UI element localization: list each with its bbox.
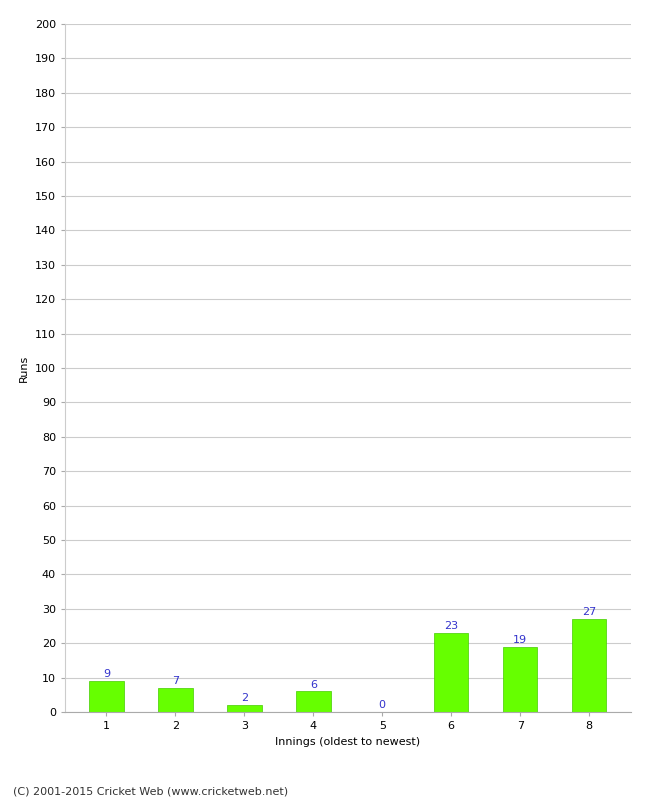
Bar [296, 691, 330, 712]
Bar [158, 688, 192, 712]
Bar [572, 619, 606, 712]
Bar [434, 633, 469, 712]
Text: (C) 2001-2015 Cricket Web (www.cricketweb.net): (C) 2001-2015 Cricket Web (www.cricketwe… [13, 786, 288, 796]
Bar [227, 705, 261, 712]
Bar [89, 681, 124, 712]
Text: 27: 27 [582, 607, 596, 618]
X-axis label: Innings (oldest to newest): Innings (oldest to newest) [275, 737, 421, 746]
Text: 6: 6 [310, 680, 317, 690]
Text: 9: 9 [103, 670, 110, 679]
Text: 7: 7 [172, 676, 179, 686]
Text: 23: 23 [444, 621, 458, 631]
Text: 2: 2 [240, 694, 248, 703]
Text: 0: 0 [379, 700, 385, 710]
Y-axis label: Runs: Runs [20, 354, 29, 382]
Text: 19: 19 [513, 635, 527, 645]
Bar [503, 646, 538, 712]
